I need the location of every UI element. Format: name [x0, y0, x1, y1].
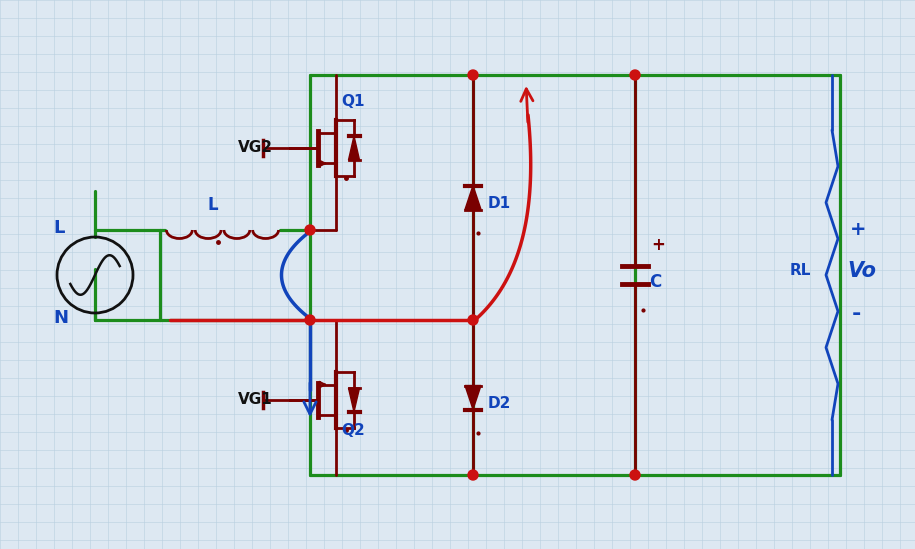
Circle shape — [305, 315, 315, 325]
Circle shape — [468, 315, 478, 325]
Text: D1: D1 — [488, 195, 511, 210]
Text: VG2: VG2 — [238, 140, 273, 155]
Polygon shape — [465, 186, 481, 210]
Text: +: + — [651, 236, 665, 254]
Polygon shape — [349, 388, 360, 412]
Text: VG1: VG1 — [238, 392, 273, 407]
Text: +: + — [850, 220, 867, 239]
Circle shape — [305, 225, 315, 235]
Circle shape — [468, 70, 478, 80]
Polygon shape — [349, 136, 360, 160]
Text: L: L — [207, 196, 218, 214]
Circle shape — [630, 470, 640, 480]
Text: C: C — [649, 273, 662, 291]
Circle shape — [468, 470, 478, 480]
Polygon shape — [465, 385, 481, 410]
Circle shape — [630, 70, 640, 80]
Text: D2: D2 — [488, 395, 511, 411]
Text: N: N — [53, 309, 68, 327]
Text: L: L — [53, 219, 64, 237]
Text: Vo: Vo — [847, 261, 876, 281]
Text: RL: RL — [790, 263, 812, 278]
Text: -: - — [852, 304, 861, 324]
Text: Q1: Q1 — [341, 94, 364, 109]
Text: Q2: Q2 — [341, 423, 365, 438]
